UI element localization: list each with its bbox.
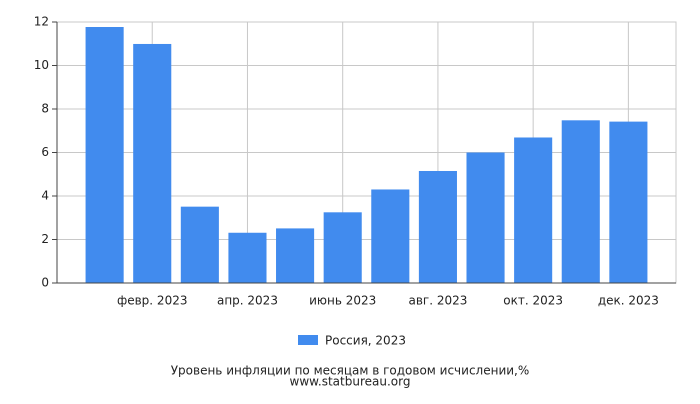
x-tick-label: окт. 2023 — [503, 294, 563, 308]
bar — [514, 137, 553, 283]
chart-title: Уровень инфляции по месяцам в годовом ис… — [171, 364, 530, 378]
bar — [85, 27, 124, 283]
x-tick-label: дек. 2023 — [598, 294, 659, 308]
bar — [371, 189, 410, 283]
x-tick-label: февр. 2023 — [117, 294, 188, 308]
bar — [418, 170, 457, 283]
x-tick-label: авг. 2023 — [408, 294, 467, 308]
y-tick-label: 8 — [41, 102, 49, 116]
bar — [276, 228, 315, 283]
y-tick-label: 6 — [41, 145, 49, 159]
y-tick-label: 12 — [34, 15, 49, 29]
legend-label: Россия, 2023 — [325, 334, 406, 348]
x-tick-label: апр. 2023 — [217, 294, 278, 308]
bar — [323, 212, 362, 283]
plot: 0 2 4 6 8 10 12 февр. 2023 апр. 2023 июнь 2023 авг… — [34, 15, 677, 308]
bar — [561, 120, 600, 283]
source: www.statbureau.org — [290, 375, 411, 389]
legend-swatch — [298, 335, 318, 345]
bar — [133, 43, 172, 283]
bar — [466, 152, 505, 283]
bar — [228, 232, 267, 283]
x-tick-label: июнь 2023 — [309, 294, 376, 308]
bar — [180, 206, 219, 283]
y-tick-label: 2 — [41, 232, 49, 246]
bar — [609, 121, 648, 284]
y-tick-label: 4 — [41, 189, 49, 203]
y-tick-label: 0 — [41, 276, 49, 290]
y-tick-label: 10 — [34, 58, 49, 72]
